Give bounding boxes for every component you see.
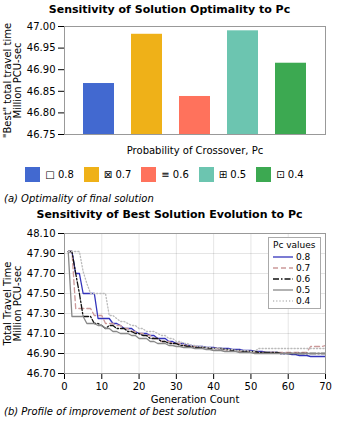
html-text:(b) Profile of improvement of: (b) Profile of improvement of best solut… [4, 406, 217, 417]
svg-text:46.70: 46.70 [27, 368, 56, 379]
svg-text:46.95: 46.95 [27, 42, 56, 53]
svg-text:46.90: 46.90 [27, 64, 56, 75]
svg-text:40: 40 [207, 381, 220, 392]
svg-text:46.75: 46.75 [27, 129, 56, 140]
svg-text:47.70: 47.70 [27, 268, 56, 279]
svg-text:47.10: 47.10 [27, 328, 56, 339]
html-text:⊞ 0.5: ⊞ 0.5 [218, 169, 247, 180]
html-text:0.4: 0.4 [296, 295, 311, 306]
svg-text:70: 70 [319, 381, 332, 392]
svg-text:50: 50 [245, 381, 258, 392]
html-text:⊡ 0.4: ⊡ 0.4 [276, 169, 304, 180]
svg-text:47.90: 47.90 [27, 248, 56, 259]
svg-text:30: 30 [170, 381, 183, 392]
svg-text:60: 60 [282, 381, 295, 392]
html-text:□ 0.8: □ 0.8 [45, 169, 74, 180]
svg-text:46.90: 46.90 [27, 348, 56, 359]
html-text:0.7: 0.7 [296, 262, 311, 273]
svg-text:0: 0 [61, 381, 67, 392]
html-text:(a) Optimality of final soluti: (a) Optimality of final solution [4, 193, 154, 204]
svg-text:Generation Count: Generation Count [151, 394, 240, 405]
svg-text:10: 10 [95, 381, 108, 392]
svg-text:46.85: 46.85 [27, 86, 56, 97]
html-text:Sensitivity of Best Solution E: Sensitivity of Best Solution Evolution t… [36, 208, 303, 221]
svg-text:48.10: 48.10 [27, 228, 56, 239]
svg-text:47.30: 47.30 [27, 308, 56, 319]
html-text:Sensitivity of Solution Optima: Sensitivity of Solution Optimality to Pc [48, 3, 291, 16]
svg-text:Total Travel TimeMillion PCU-s: Total Travel TimeMillion PCU-sec [2, 262, 23, 347]
svg-text:46.80: 46.80 [27, 107, 56, 118]
svg-text:47.00: 47.00 [27, 21, 56, 32]
html-text:⊠ 0.7: ⊠ 0.7 [103, 169, 132, 180]
html-text:≡ 0.6: ≡ 0.6 [161, 169, 189, 180]
html-text:0.8: 0.8 [296, 251, 311, 262]
svg-text:20: 20 [133, 381, 146, 392]
svg-text:47.50: 47.50 [27, 288, 56, 299]
html-text:0.5: 0.5 [296, 284, 311, 295]
html-text:0.6: 0.6 [296, 273, 311, 284]
svg-text:"Best" total travel timeMillio: "Best" total travel timeMillion PCU-sec [2, 23, 23, 138]
svg-text:Probability of Crossover, Pc: Probability of Crossover, Pc [127, 145, 263, 156]
html-text:Pc values: Pc values [273, 240, 316, 250]
